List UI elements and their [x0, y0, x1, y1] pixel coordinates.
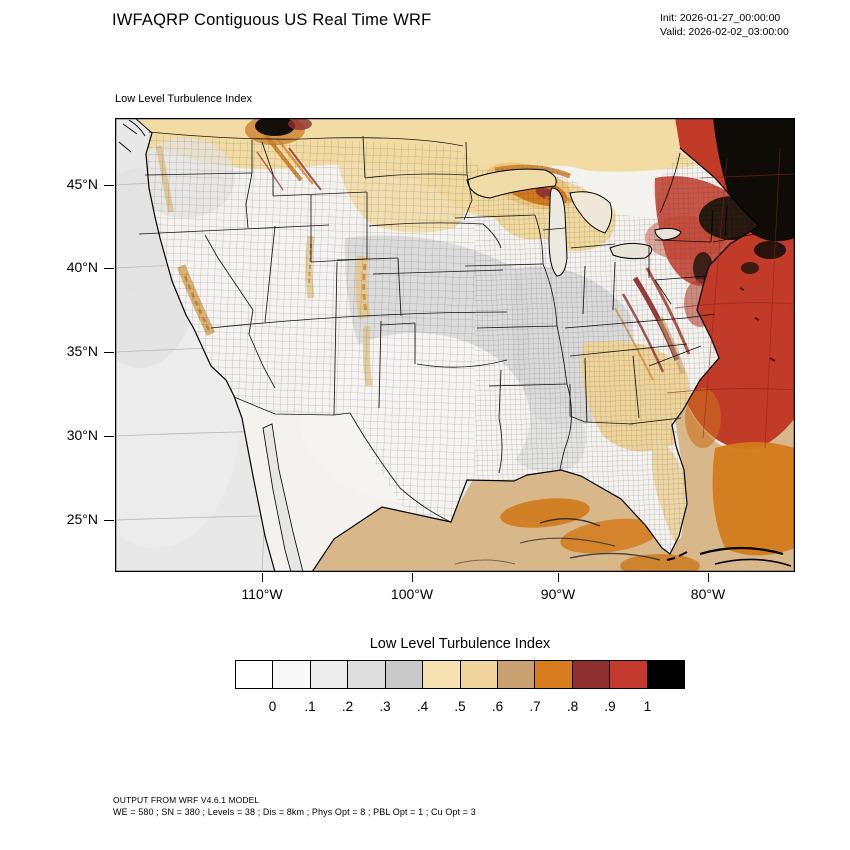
lat-tick-mark	[104, 520, 114, 521]
colorbar-tick-label: .3	[379, 699, 390, 714]
colorbar-cell	[460, 661, 497, 688]
lat-tick-mark	[104, 352, 114, 353]
page-title: IWFAQRP Contiguous US Real Time WRF	[112, 11, 431, 30]
model-times: Init: 2026-01-27_00:00:00 Valid: 2026-02…	[660, 12, 789, 39]
lon-tick-mark	[262, 573, 263, 582]
lat-tick-label: 30°N	[40, 427, 98, 443]
colorbar-tick-label: .2	[342, 699, 353, 714]
colorbar-cell	[347, 661, 384, 688]
lon-tick-label: 80°W	[676, 586, 740, 602]
page: IWFAQRP Contiguous US Real Time WRF Init…	[0, 0, 850, 850]
colorbar-tick-label: .9	[604, 699, 615, 714]
colorbar-tick-label: .1	[304, 699, 315, 714]
lon-tick-label: 90°W	[526, 586, 590, 602]
colorbar-cell	[422, 661, 459, 688]
colorbar-tick-label: 0	[269, 699, 277, 714]
colorbar-cell	[497, 661, 534, 688]
colorbar	[235, 660, 685, 689]
lat-tick-mark	[104, 436, 114, 437]
footer: OUTPUT FROM WRF V4.6.1 MODEL WE = 580 ; …	[113, 794, 476, 818]
colorbar-cell	[609, 661, 646, 688]
colorbar-title: Low Level Turbulence Index	[235, 636, 685, 652]
colorbar-cell	[647, 661, 684, 688]
model-config: WE = 580 ; SN = 380 ; Levels = 38 ; Dis …	[113, 806, 476, 818]
colorbar-tick-label: .8	[567, 699, 578, 714]
lon-tick-mark	[708, 573, 709, 582]
lat-tick-mark	[104, 185, 114, 186]
lat-tick-label: 40°N	[40, 259, 98, 275]
colorbar-tick-label: .6	[492, 699, 503, 714]
wrf-map-svg	[115, 118, 795, 572]
colorbar-cell	[385, 661, 422, 688]
colorbar-cell	[572, 661, 609, 688]
lon-tick-label: 100°W	[380, 586, 444, 602]
model-source: OUTPUT FROM WRF V4.6.1 MODEL	[113, 794, 476, 806]
lat-tick-label: 35°N	[40, 343, 98, 359]
valid-time: Valid: 2026-02-02_03:00:00	[660, 26, 789, 40]
colorbar-tick-label: .7	[529, 699, 540, 714]
colorbar-cell	[534, 661, 571, 688]
field-label: Low Level Turbulence Index	[115, 93, 252, 105]
init-time: Init: 2026-01-27_00:00:00	[660, 12, 789, 26]
lon-tick-label: 110°W	[230, 586, 294, 602]
colorbar-tick-label: .5	[454, 699, 465, 714]
colorbar-labels: 0 .1 .2 .3 .4 .5 .6 .7 .8 .9 1	[235, 699, 685, 717]
lon-tick-mark	[412, 573, 413, 582]
colorbar-cell	[272, 661, 309, 688]
colorbar-cell	[310, 661, 347, 688]
lat-tick-mark	[104, 268, 114, 269]
colorbar-cell	[236, 661, 272, 688]
lat-tick-label: 25°N	[40, 511, 98, 527]
map-canvas	[115, 118, 795, 572]
colorbar-tick-label: .4	[417, 699, 428, 714]
colorbar-tick-label: 1	[644, 699, 652, 714]
lat-tick-label: 45°N	[40, 176, 98, 192]
lon-tick-mark	[558, 573, 559, 582]
